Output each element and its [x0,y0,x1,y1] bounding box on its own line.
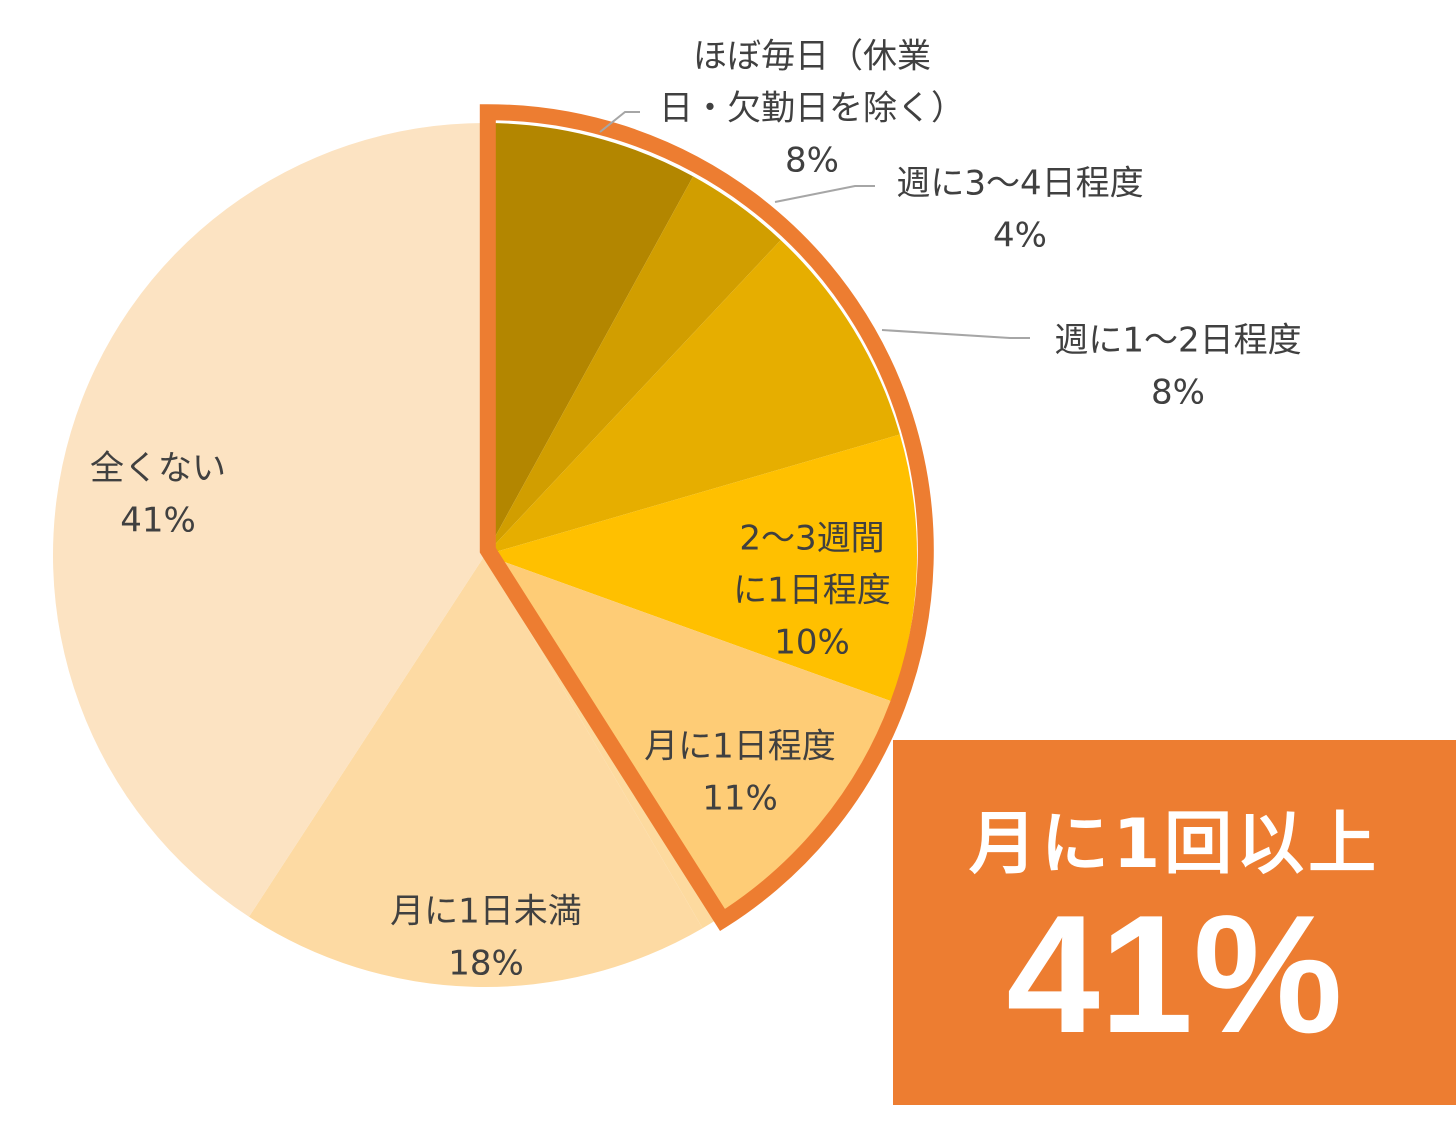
slice-label: 週に3～4日程度 4% [896,164,1143,256]
slice-label: 全くない 41% [90,449,226,541]
slice-label: 2～3週間に1日程度 10% [733,519,891,663]
pie-slice [485,434,917,702]
pie-slice [485,123,694,555]
leader-line [881,329,1030,339]
highlight-outline-path [479,104,934,932]
slice-label: 月に1日程度 11% [644,727,836,819]
pie-slice [248,555,703,987]
slice-label: 月に1日未満 18% [390,892,582,984]
pie-slice [485,555,892,920]
pie-slice [485,176,781,555]
slice-label: 週に1～2日程度 8% [1054,321,1301,413]
pie-slice [52,123,485,917]
leader-line [599,111,640,133]
leader-lines [599,111,1030,339]
pie-slice [485,240,900,555]
highlight-outline [479,104,934,932]
leader-line [774,185,875,203]
summary-callout: 月に1回以上 41% [893,740,1456,1105]
slice-labels: ほぼ毎日（休業日・欠勤日を除く） 8%週に3～4日程度 4% 週に1～2日程度 8% 2～… [90,37,1302,984]
slice-label: ほぼ毎日（休業日・欠勤日を除く） 8% [659,37,965,181]
callout-value: 41% [1006,880,1343,1068]
callout-title: 月に1回以上 [968,805,1381,884]
